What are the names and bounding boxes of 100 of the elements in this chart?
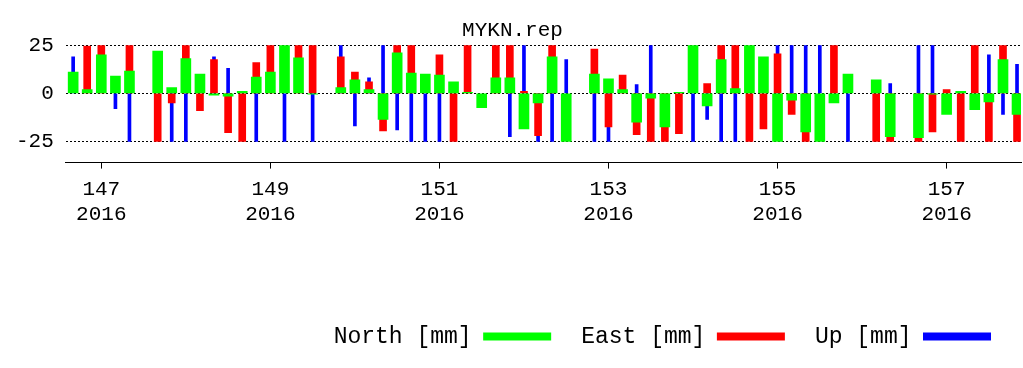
bar [293, 57, 304, 94]
bar [67, 71, 79, 94]
bar [800, 93, 812, 133]
bar [265, 71, 276, 94]
bar [733, 93, 738, 142]
bar [381, 45, 385, 94]
bar [434, 74, 445, 94]
bar [166, 87, 178, 94]
bar [124, 70, 135, 94]
bar [675, 93, 683, 135]
bar [817, 45, 822, 94]
bar [308, 45, 317, 94]
bar [520, 91, 528, 94]
bar [564, 59, 569, 94]
bar [95, 54, 107, 94]
bar [955, 91, 967, 94]
bar [719, 93, 723, 142]
bar [476, 93, 488, 109]
bar [687, 45, 699, 94]
bar [759, 93, 768, 130]
bar [508, 93, 512, 137]
bar [81, 89, 93, 94]
bar [196, 93, 204, 111]
bar [715, 59, 727, 94]
bar [208, 93, 220, 96]
bar [153, 93, 162, 142]
bar [335, 87, 347, 94]
legend-label: Up [mm] [814, 323, 912, 350]
bar [773, 53, 782, 94]
bar [532, 93, 544, 104]
bar [1011, 93, 1021, 115]
bar [617, 89, 628, 94]
bar [969, 93, 981, 110]
x-tick-label: 157 [927, 177, 966, 201]
bar [983, 93, 995, 103]
x-tick-label: 149 [251, 177, 290, 201]
x-tick-label: 151 [420, 177, 459, 201]
y-tick-label: 0 [41, 81, 54, 105]
bar [1001, 93, 1005, 115]
text: 2016 [921, 202, 972, 226]
bar [870, 79, 882, 94]
bar [814, 93, 826, 142]
bar [942, 89, 951, 94]
bar [803, 45, 808, 94]
bar [391, 52, 403, 94]
bar [970, 45, 979, 94]
bar [222, 93, 234, 97]
bar [490, 77, 502, 94]
bar [226, 67, 230, 94]
x-axis-title: 2016 [76, 202, 127, 226]
bar [152, 50, 164, 94]
bar [691, 93, 695, 142]
bar [349, 79, 361, 94]
bar [409, 93, 414, 142]
bar [238, 93, 247, 142]
bar [449, 93, 458, 142]
bar [745, 93, 754, 142]
bar [830, 45, 838, 94]
bar [184, 93, 188, 142]
bar [589, 73, 600, 94]
text: 2016 [752, 202, 803, 226]
bar [786, 93, 797, 101]
bar [631, 93, 642, 123]
bar [110, 75, 121, 94]
bar [729, 88, 741, 94]
bar [405, 72, 417, 94]
text: 2016 [245, 202, 296, 226]
bar [888, 83, 893, 94]
bar [604, 93, 613, 128]
bar [560, 93, 572, 142]
x-tick-label: 155 [758, 177, 797, 201]
bar [997, 59, 1009, 94]
bar [250, 76, 262, 94]
bar [504, 77, 516, 94]
bar [956, 93, 965, 142]
bar [842, 73, 854, 94]
bar [703, 83, 711, 94]
bar [180, 58, 192, 94]
bar [279, 45, 290, 94]
bar [846, 93, 850, 142]
bar [701, 93, 713, 107]
bar [167, 93, 176, 104]
bar [236, 91, 248, 94]
text: 2016 [583, 202, 634, 226]
legend-label: North [mm] [333, 323, 472, 350]
y-tick-label: -25 [15, 129, 54, 153]
x-tick-label: 153 [589, 177, 628, 201]
bar [194, 73, 206, 94]
bar [395, 93, 399, 131]
bar [744, 45, 755, 94]
y-tick-label: 25 [28, 33, 54, 57]
bar [448, 81, 459, 94]
text: 2016 [414, 202, 465, 226]
bar [546, 56, 558, 94]
bar [772, 93, 783, 142]
bar [353, 93, 357, 127]
legend-label: East [mm] [581, 323, 706, 350]
bar [377, 93, 389, 120]
bar [550, 93, 554, 142]
bar [828, 93, 840, 104]
